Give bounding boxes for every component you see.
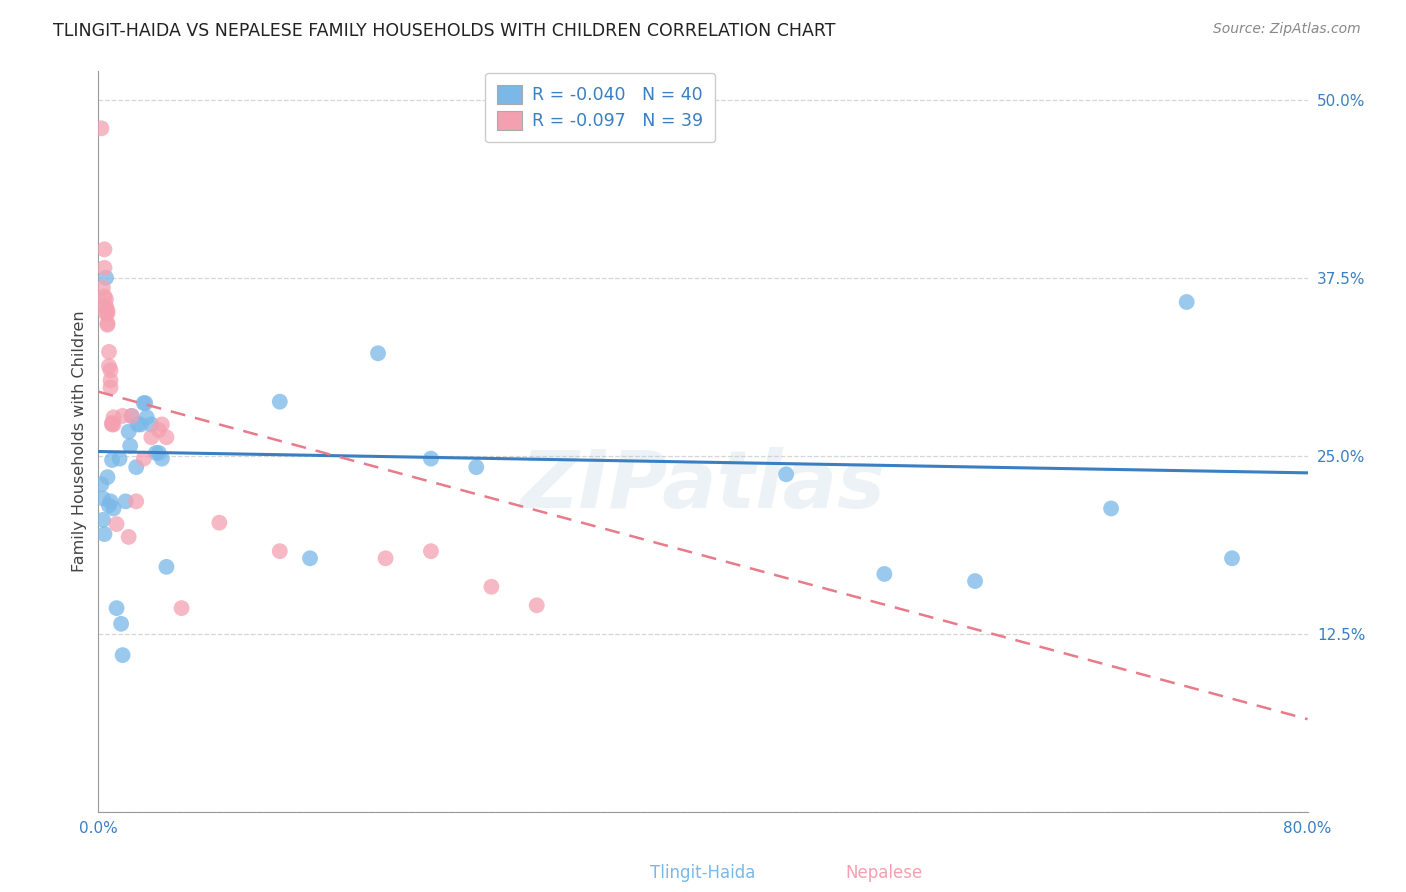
Text: TLINGIT-HAIDA VS NEPALESE FAMILY HOUSEHOLDS WITH CHILDREN CORRELATION CHART: TLINGIT-HAIDA VS NEPALESE FAMILY HOUSEHO… bbox=[53, 22, 837, 40]
Point bbox=[465, 460, 488, 475]
Point bbox=[91, 491, 114, 506]
Point bbox=[526, 599, 548, 613]
Point bbox=[121, 409, 143, 423]
Point bbox=[96, 303, 118, 318]
Point bbox=[135, 410, 157, 425]
Point bbox=[101, 417, 124, 432]
Point bbox=[141, 417, 163, 432]
Point bbox=[103, 501, 125, 516]
Point bbox=[155, 430, 177, 444]
Point bbox=[208, 516, 231, 530]
Point bbox=[94, 299, 117, 313]
Point bbox=[374, 551, 396, 566]
Point bbox=[91, 513, 114, 527]
Point bbox=[100, 380, 122, 394]
Point bbox=[134, 396, 156, 410]
Point bbox=[481, 580, 503, 594]
Point bbox=[105, 601, 128, 615]
Point bbox=[120, 439, 142, 453]
Point bbox=[94, 306, 117, 320]
Point bbox=[100, 494, 122, 508]
Point bbox=[91, 299, 114, 313]
Point bbox=[367, 346, 389, 360]
Point bbox=[873, 566, 896, 581]
Point bbox=[98, 499, 121, 513]
Text: ZIPatlas: ZIPatlas bbox=[520, 447, 886, 525]
Point bbox=[96, 470, 118, 484]
Point bbox=[96, 306, 118, 320]
Point bbox=[118, 530, 141, 544]
Point bbox=[93, 260, 115, 275]
Y-axis label: Family Households with Children: Family Households with Children bbox=[72, 310, 87, 573]
Point bbox=[111, 409, 134, 423]
Point bbox=[93, 289, 115, 303]
Point bbox=[91, 281, 114, 295]
Legend: R = -0.040   N = 40, R = -0.097   N = 39: R = -0.040 N = 40, R = -0.097 N = 39 bbox=[485, 72, 716, 143]
Point bbox=[420, 451, 443, 466]
Point bbox=[114, 494, 136, 508]
Point bbox=[170, 601, 193, 615]
Point bbox=[125, 494, 148, 508]
Point bbox=[100, 373, 122, 387]
Point bbox=[127, 417, 149, 432]
Point bbox=[1099, 501, 1122, 516]
Point bbox=[118, 425, 141, 439]
Point bbox=[132, 451, 155, 466]
Point bbox=[101, 453, 124, 467]
Text: Source: ZipAtlas.com: Source: ZipAtlas.com bbox=[1213, 22, 1361, 37]
Point bbox=[148, 446, 170, 460]
Point bbox=[150, 451, 173, 466]
Point bbox=[98, 359, 121, 373]
Point bbox=[94, 270, 117, 285]
Point bbox=[98, 344, 121, 359]
Point bbox=[96, 317, 118, 331]
Point bbox=[420, 544, 443, 558]
Point bbox=[965, 574, 987, 588]
Point bbox=[94, 292, 117, 306]
Text: Nepalese: Nepalese bbox=[846, 863, 922, 881]
Point bbox=[93, 527, 115, 541]
Point bbox=[129, 417, 152, 432]
Point bbox=[110, 616, 132, 631]
Point bbox=[145, 446, 167, 460]
Point bbox=[101, 416, 124, 430]
Point bbox=[103, 410, 125, 425]
Point bbox=[103, 417, 125, 432]
Point bbox=[90, 121, 112, 136]
Point bbox=[108, 451, 131, 466]
Point bbox=[105, 517, 128, 532]
Point bbox=[132, 396, 155, 410]
Point bbox=[93, 243, 115, 257]
Point bbox=[299, 551, 322, 566]
Point bbox=[269, 394, 291, 409]
Point bbox=[100, 363, 122, 377]
Point bbox=[96, 318, 118, 332]
Text: Tlingit-Haida: Tlingit-Haida bbox=[651, 863, 755, 881]
Point bbox=[155, 559, 177, 574]
Point bbox=[141, 430, 163, 444]
Point bbox=[1175, 295, 1198, 310]
Point bbox=[125, 460, 148, 475]
Point bbox=[1220, 551, 1243, 566]
Point bbox=[90, 477, 112, 491]
Point bbox=[121, 409, 143, 423]
Point bbox=[150, 417, 173, 432]
Point bbox=[775, 467, 797, 482]
Point bbox=[148, 423, 170, 437]
Point bbox=[269, 544, 291, 558]
Point bbox=[111, 648, 134, 662]
